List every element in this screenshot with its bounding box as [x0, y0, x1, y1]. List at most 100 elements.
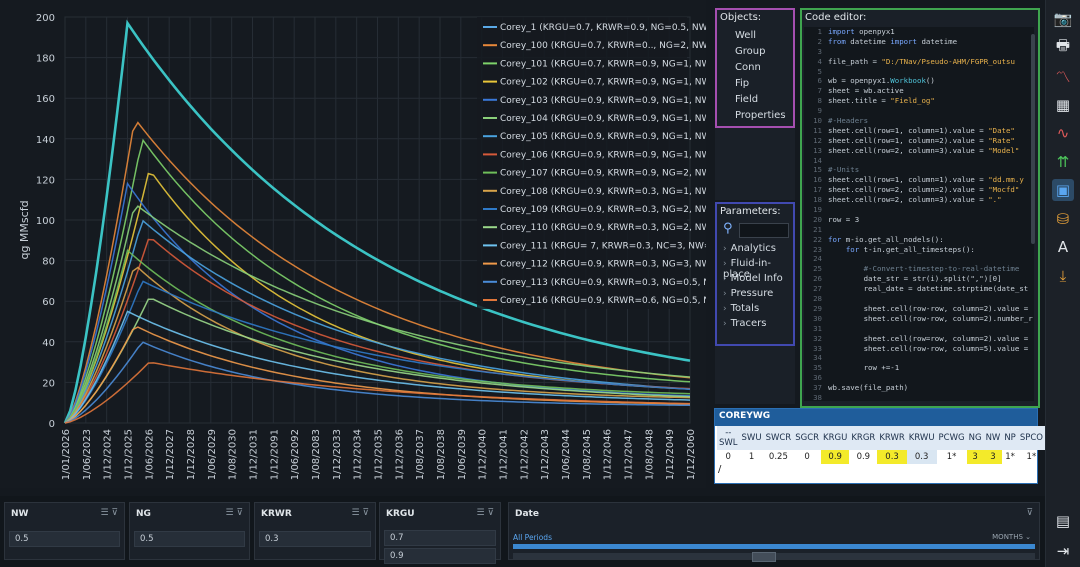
filter-ng[interactable]: NG ☰ ⊽ 0.5 — [129, 502, 250, 560]
legend-entry[interactable]: Corey_1 (KRGU=0.7, KRWR=0.9, NG=0.5, NW=… — [500, 23, 706, 33]
filter-krwr[interactable]: KRWR ☰ ⊽ 0.3 — [254, 502, 376, 560]
legend-entry[interactable]: Corey_110 (KRGU=0.9, KRWR=0.3, NG=2, NW=… — [500, 223, 706, 233]
coreywg-cell[interactable]: 0.3 — [906, 450, 937, 464]
code-line[interactable]: 28 — [804, 294, 1034, 304]
code-line[interactable]: 17 sheet.cell(row=2, column=2).value = "M… — [804, 185, 1034, 195]
code-line[interactable]: 13 sheet.cell(row=2, column=3).value = "M… — [804, 146, 1034, 156]
code-line[interactable]: 5 — [804, 67, 1034, 77]
legend-entry[interactable]: Corey_102 (KRGU=0.7, KRWR=0.9, NG=1, NW=… — [500, 78, 706, 88]
legend-entry[interactable]: Corey_111 (KRGU= 7, KRWR=0.3, NC=3, NW=3… — [500, 241, 706, 251]
legend-entry[interactable]: Corey_113 (KRGU=0.9, KRWR=0.3, NG=0.5, N… — [500, 278, 706, 288]
chevron-right-icon[interactable]: › — [723, 274, 727, 284]
code-line[interactable]: 24 — [804, 254, 1034, 264]
code-line[interactable]: 22 for m-io.get_all_nodels(): — [804, 235, 1034, 245]
object-item-group[interactable]: Group — [735, 46, 766, 57]
series-line-corey-113[interactable] — [64, 341, 690, 424]
series-line-corey-104[interactable] — [64, 205, 691, 424]
chart-download-icon[interactable]: ⤓ — [1059, 266, 1067, 285]
filter-options-icon[interactable]: ☰ ⊽ — [476, 508, 494, 518]
code-line[interactable]: 32 sheet.cell(row=row, column=2).value = — [804, 334, 1034, 344]
date-granularity-select[interactable]: MONTHS ⌄ — [992, 533, 1031, 541]
text-tool-icon[interactable]: A — [1057, 238, 1069, 256]
database-icon[interactable]: ⛁ — [1056, 209, 1070, 228]
coreywg-cell[interactable]: 0.3 — [877, 450, 907, 464]
filter-krwr-value[interactable]: 0.3 — [259, 531, 371, 547]
chevron-right-icon[interactable]: › — [723, 244, 727, 254]
coreywg-cell[interactable]: 0.9 — [821, 450, 850, 464]
code-line[interactable]: 7 sheet = wb.active — [804, 86, 1034, 96]
parameter-item-totals[interactable]: › Totals — [717, 303, 793, 318]
legend-entry[interactable]: Corey_106 (KRGU=0.9, KRWR=0.9, NG=1, NW=… — [500, 150, 706, 160]
code-line[interactable]: 12 sheet.cell(row=1, column=2).value = "R… — [804, 136, 1034, 146]
code-line[interactable]: 21 — [804, 225, 1034, 235]
code-line[interactable]: 37 wb.save(file_path) — [804, 383, 1034, 393]
object-item-properties[interactable]: Properties — [735, 110, 786, 121]
code-line[interactable]: 33 sheet.cell(row-row, column=5).value = — [804, 344, 1034, 354]
object-item-field[interactable]: Field — [735, 94, 759, 105]
code-line[interactable]: 26 date_str = str(i).split(",")[0] — [804, 274, 1034, 284]
series-line-corey-109[interactable] — [64, 280, 691, 424]
coreywg-cell[interactable]: 1 — [748, 452, 755, 462]
legend-entry[interactable]: Corey_103 (KRGU=0.9, KRWR=0.9, NG=1, NW=… — [500, 96, 706, 106]
filter-options-icon[interactable]: ☰ ⊽ — [100, 508, 118, 518]
printer-icon[interactable]: 🖶 — [1055, 36, 1071, 54]
filter-date[interactable]: Date ⊽ All Periods MONTHS ⌄ — [508, 502, 1040, 562]
code-line[interactable]: 4 file_path = "D:/TNav/Pseudo-AHM/FGPR_ou… — [804, 57, 1034, 67]
legend-entry[interactable]: Corey_100 (KRGU=0.7, KRWR=0.., NG=2, NW=… — [500, 41, 706, 51]
table-icon[interactable]: ▦ — [1055, 95, 1071, 114]
filter-krgu[interactable]: KRGU ☰ ⊽ 0.7 0.9 — [379, 502, 501, 564]
filter-krgu-value-1[interactable]: 0.7 — [384, 530, 496, 546]
code-line[interactable]: 29 sheet.cell(row-row, column=2).value = — [804, 304, 1034, 314]
code-line[interactable]: 18 sheet.cell(row=2, column=3).value = ".… — [804, 195, 1034, 205]
code-scrollbar[interactable] — [1031, 34, 1035, 244]
arrows-up-icon[interactable]: ⇈ — [1056, 152, 1070, 171]
series-line-corey-105[interactable] — [64, 219, 691, 424]
chevron-right-icon[interactable]: › — [723, 289, 727, 299]
legend-entry[interactable]: Corey_109 (KRGU=0.9, KRWR=0.3, NG=2, NW=… — [500, 205, 706, 215]
production-chart[interactable]: 1/01/2026 1/06/2023 1/12/2024 1/12/2025 1/06… — [0, 0, 706, 488]
date-range-bar[interactable] — [513, 544, 1035, 549]
chevron-right-icon[interactable]: › — [723, 319, 727, 329]
object-item-conn[interactable]: Conn — [735, 62, 761, 73]
code-line[interactable]: 34 — [804, 353, 1034, 363]
chevron-right-icon[interactable]: › — [723, 259, 727, 269]
coreywg-cell[interactable]: 1* — [946, 452, 957, 462]
object-item-well[interactable]: Well — [735, 30, 757, 41]
code-line[interactable]: 31 — [804, 324, 1034, 334]
coreywg-cell[interactable]: 1* — [1026, 452, 1037, 462]
code-line[interactable]: 9 — [804, 106, 1034, 116]
filter-krgu-value-2[interactable]: 0.9 — [384, 548, 496, 564]
coreywg-cell[interactable]: 0 — [725, 452, 731, 462]
code-line[interactable]: 30 sheet.cell(row-row, column=2).number_… — [804, 314, 1034, 324]
filter-options-icon[interactable]: ☰ ⊽ — [225, 508, 243, 518]
coreywg-table[interactable]: --SWL SWU SWCR SGCR KRGU KRGR KRWR KRWU PCWG NG NW… — [717, 426, 1045, 464]
filter-date-clear-icon[interactable]: ⊽ — [1026, 508, 1033, 518]
code-line[interactable]: 1 import openpyx1 — [804, 27, 1034, 37]
parameter-item-pressure[interactable]: › Pressure — [717, 288, 793, 303]
code-line[interactable]: 2 from datetime import datetime — [804, 37, 1034, 47]
filter-nw[interactable]: NW ☰ ⊽ 0.5 — [4, 502, 125, 560]
code-line[interactable]: 23 for t-in.get_all_timesteps(): — [804, 245, 1034, 255]
filter-options-icon[interactable]: ☰ ⊽ — [351, 508, 369, 518]
parameter-item-fluid-in-place[interactable]: › Fluid-in-place — [717, 258, 793, 280]
filter-nw-value[interactable]: 0.5 — [9, 531, 120, 547]
code-editor[interactable]: 1 import openpyx1 2 from datetime import da… — [804, 27, 1034, 401]
code-line[interactable]: 27 real_date = datetime.strptime(date_st — [804, 284, 1034, 294]
series-line-corey-107[interactable] — [64, 249, 691, 424]
date-all-periods[interactable]: All Periods — [513, 533, 552, 542]
legend-entry[interactable]: Corey_107 (KRGU=0.9, KRWR=0.9, NG=2, NW=… — [500, 169, 706, 179]
chevron-right-icon[interactable]: › — [723, 304, 727, 314]
date-scroll-thumb[interactable] — [752, 552, 776, 562]
parameter-item-tracers[interactable]: › Tracers — [717, 318, 793, 333]
code-line[interactable]: 15 #-Units — [804, 165, 1034, 175]
coreywg-cell[interactable]: 0.9 — [856, 452, 871, 462]
legend-entry[interactable]: Corey_105 (KRGU=0.9, KRWR=0.9, NG=1, NW=… — [500, 132, 706, 142]
series-line-corey-111[interactable] — [64, 310, 691, 424]
legend-entry[interactable]: Corey_108 (KRGU=0.9, KRWR=0.3, NG=1, NW=… — [500, 187, 706, 197]
coreywg-cell[interactable]: 3 — [983, 450, 1003, 464]
code-line[interactable]: 11 sheet.cell(row=1, column=1).value = "D… — [804, 126, 1034, 136]
code-line[interactable]: 36 — [804, 373, 1034, 383]
parameter-item-analytics[interactable]: › Analytics — [717, 243, 793, 258]
parameter-item-model-info[interactable]: › Model Info — [717, 273, 793, 288]
exit-icon[interactable]: ⇥ — [1056, 542, 1070, 560]
